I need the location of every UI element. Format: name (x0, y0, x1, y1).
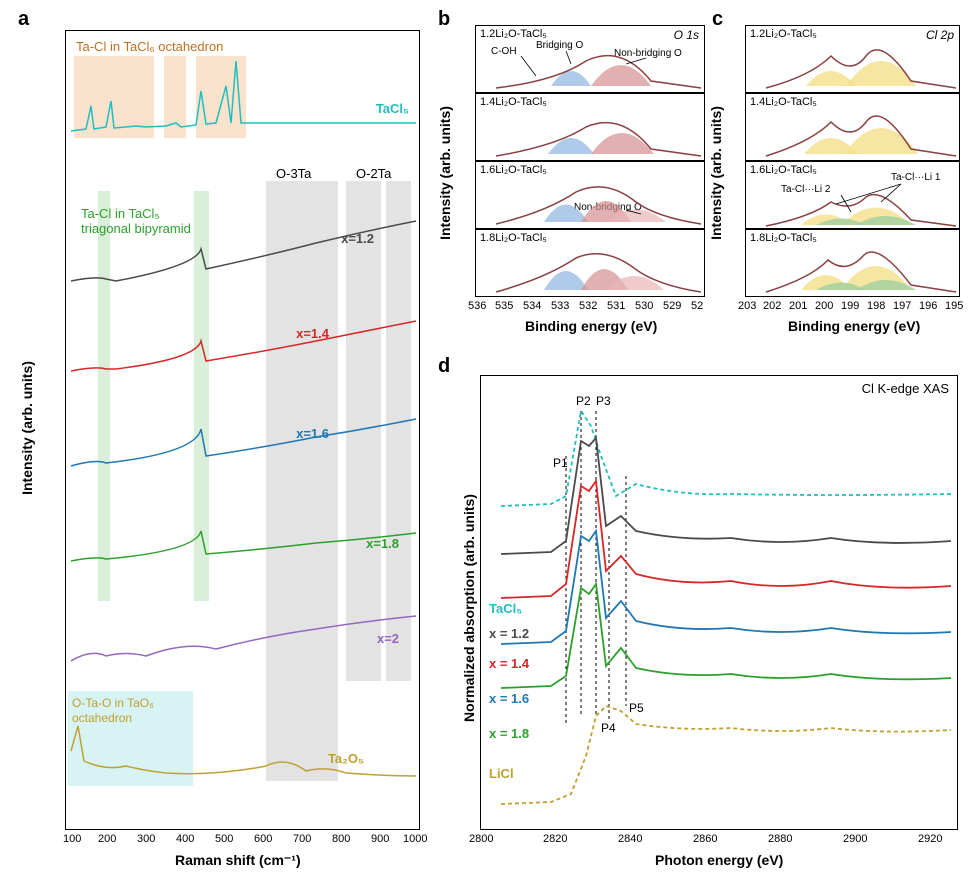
xas-spectra-svg (481, 376, 959, 831)
btick-6: 530 (635, 300, 653, 312)
tacl5-label: TaCl₅ (376, 101, 409, 116)
ctick-5: 198 (867, 300, 885, 312)
panel-c-sub1: 1.2Li₂O-TaCl₅ Cl 2p (745, 25, 960, 93)
ctick-4: 199 (841, 300, 859, 312)
dtick-6: 2920 (918, 833, 942, 845)
tick-a-5: 600 (254, 833, 272, 845)
d-x18: x = 1.8 (489, 726, 529, 741)
panel-a-plot: Ta-Cl in TaCl₆ octahedron Ta-Cl in TaCl₅… (65, 30, 420, 830)
ctick-2: 201 (789, 300, 807, 312)
ta2o5-label: Ta₂O₅ (328, 751, 364, 766)
btick-7: 529 (663, 300, 681, 312)
dtick-1: 2820 (543, 833, 567, 845)
dtick-4: 2880 (768, 833, 792, 845)
raman-spectra-svg (66, 31, 421, 831)
panel-c-sub3: 1.6Li₂O-TaCl₅ Ta-Cl···Li 1 Ta-Cl···Li 2 (745, 161, 960, 229)
tick-a-2: 300 (137, 833, 155, 845)
tick-a-6: 700 (293, 833, 311, 845)
dtick-0: 2800 (469, 833, 493, 845)
btick-2: 534 (523, 300, 541, 312)
tick-a-4: 500 (215, 833, 233, 845)
tick-a-7: 800 (332, 833, 350, 845)
ctick-0: 203 (738, 300, 756, 312)
x16-label: x=1.6 (296, 426, 329, 441)
btick-8: 52 (691, 300, 703, 312)
panel-b-xlabel: Binding energy (eV) (525, 318, 657, 334)
ctick-6: 197 (893, 300, 911, 312)
panel-b-label: b (438, 8, 450, 31)
d-tacl5: TaCl₅ (489, 601, 522, 616)
panel-d-xlabel: Photon energy (eV) (655, 852, 783, 868)
panel-d-label: d (438, 355, 450, 378)
d-x14: x = 1.4 (489, 656, 529, 671)
btick-5: 531 (607, 300, 625, 312)
panel-b-sub1: 1.2Li₂O-TaCl₅ O 1s C-OH Bridging O Non-b… (475, 25, 705, 93)
panel-b-sub2: 1.4Li₂O-TaCl₅ (475, 93, 705, 161)
btick-0: 536 (468, 300, 486, 312)
panel-b-ylabel: Intensity (arb. units) (437, 106, 453, 240)
panel-d-ylabel: Normalized absorption (arb. units) (461, 494, 477, 722)
panel-c-ylabel: Intensity (arb. units) (708, 106, 724, 240)
x2-label: x=2 (377, 631, 399, 646)
panel-b-sub3: 1.6Li₂O-TaCl₅ Non-bridging O (475, 161, 705, 229)
d-x12: x = 1.2 (489, 626, 529, 641)
panel-c-label: c (712, 8, 723, 31)
panel-b-sub4: 1.8Li₂O-TaCl₅ (475, 229, 705, 297)
dtick-2: 2840 (618, 833, 642, 845)
d-licl: LiCl (489, 766, 514, 781)
panel-a-ylabel: Intensity (arb. units) (19, 361, 35, 495)
tick-a-1: 200 (98, 833, 116, 845)
tick-a-3: 400 (176, 833, 194, 845)
x12-label: x=1.2 (341, 231, 374, 246)
ctick-3: 200 (815, 300, 833, 312)
panel-c-sub4: 1.8Li₂O-TaCl₅ (745, 229, 960, 297)
tick-a-8: 900 (371, 833, 389, 845)
btick-1: 535 (495, 300, 513, 312)
tick-a-0: 100 (63, 833, 81, 845)
d-x16: x = 1.6 (489, 691, 529, 706)
panel-a-xlabel: Raman shift (cm⁻¹) (175, 852, 301, 869)
panel-c-sub2: 1.4Li₂O-TaCl₅ (745, 93, 960, 161)
ctick-1: 202 (763, 300, 781, 312)
x18-label: x=1.8 (366, 536, 399, 551)
dtick-5: 2900 (843, 833, 867, 845)
panel-d-plot: Cl K-edge XAS P1 P2 P3 P4 P5 TaCl₅ x = 1… (480, 375, 958, 830)
panel-a-label: a (18, 8, 29, 31)
btick-3: 533 (551, 300, 569, 312)
btick-4: 532 (579, 300, 597, 312)
panel-c-xlabel: Binding energy (eV) (788, 318, 920, 334)
ctick-8: 195 (945, 300, 963, 312)
dtick-3: 2860 (693, 833, 717, 845)
tick-a-9: 1000 (403, 833, 427, 845)
x14-label: x=1.4 (296, 326, 329, 341)
ctick-7: 196 (919, 300, 937, 312)
